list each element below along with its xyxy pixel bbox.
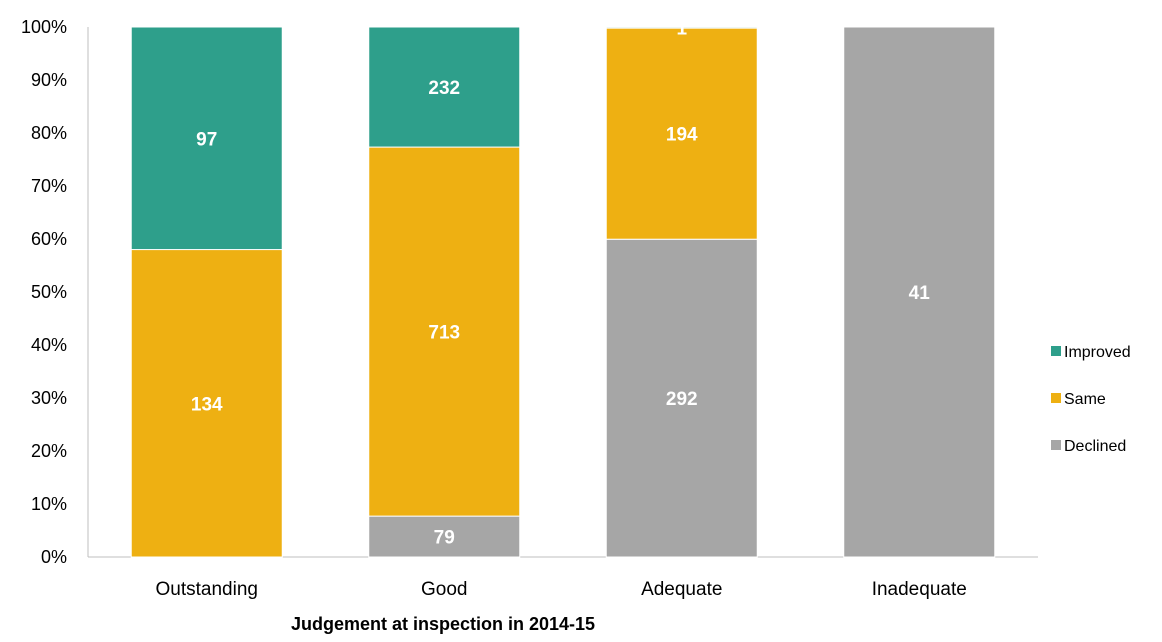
y-tick-label: 50% [31,282,67,302]
data-label: 41 [909,283,931,304]
legend-label-improved: Improved [1064,344,1131,361]
legend-swatch-declined [1051,440,1061,450]
y-tick-label: 30% [31,388,67,408]
data-label: 1 [676,19,687,40]
bar-segment-improved [605,26,758,29]
bar-segment-improved [130,26,283,251]
y-tick-label: 40% [31,335,67,355]
y-tick-label: 80% [31,123,67,143]
bar-segment-declined [605,238,758,558]
x-category-label: Adequate [641,579,722,600]
x-category-label: Good [421,579,467,600]
y-tick-label: 70% [31,176,67,196]
x-axis: Outstanding Good Adequate Inadequate [88,556,1038,600]
bar-segment-declined [368,515,521,558]
data-label: 232 [428,78,460,99]
legend-label-same: Same [1064,391,1106,408]
x-axis-title: Judgement at inspection in 2014-15 [291,614,595,634]
y-axis: 0% 10% 20% 30% 40% 50% 60% 70% 80% 90% 100% [21,17,89,567]
x-category-label: Inadequate [872,579,967,600]
data-label: 79 [434,528,455,549]
bar-segment-same [130,249,283,558]
bars: 134 97 79 713 232 292 194 1 41 [130,19,996,558]
data-label: 713 [428,323,460,344]
y-tick-label: 60% [31,229,67,249]
bar-segment-same [368,146,521,517]
data-label: 292 [666,389,698,410]
data-label: 97 [196,129,217,150]
bar-segment-declined [843,26,996,558]
y-tick-label: 100% [21,17,67,37]
y-tick-label: 10% [31,494,67,514]
bar-segment-improved [368,26,521,148]
y-tick-label: 20% [31,441,67,461]
legend: Improved Same Declined [1051,344,1131,455]
data-label: 134 [191,394,223,415]
legend-swatch-same [1051,393,1061,403]
x-category-label: Outstanding [156,579,258,600]
bar-segment-same [605,27,758,240]
legend-swatch-improved [1051,346,1061,356]
y-tick-label: 0% [41,547,67,567]
y-tick-label: 90% [31,70,67,90]
data-label: 194 [666,125,698,146]
legend-label-declined: Declined [1064,438,1126,455]
